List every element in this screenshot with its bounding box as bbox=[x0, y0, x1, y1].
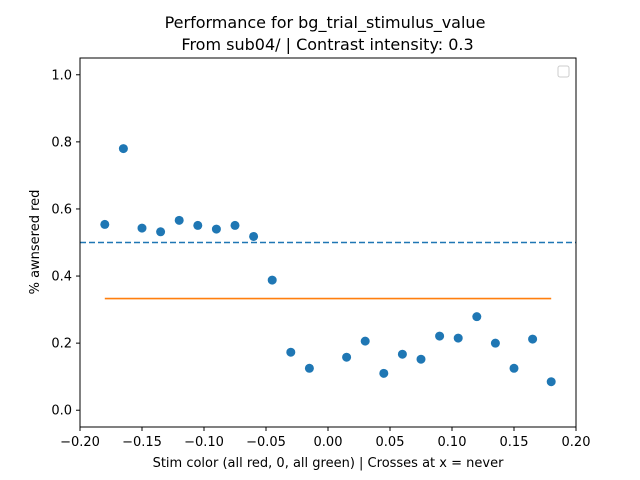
legend-box bbox=[557, 65, 570, 78]
data-point bbox=[453, 333, 463, 343]
x-tick-label: −0.05 bbox=[246, 435, 286, 450]
data-point bbox=[193, 220, 203, 230]
data-point bbox=[156, 227, 166, 237]
data-point bbox=[528, 334, 538, 344]
x-tick-label: 0.20 bbox=[562, 435, 591, 450]
y-tick-label: 1.0 bbox=[51, 68, 72, 83]
data-point bbox=[118, 144, 128, 154]
y-tick-label: 0.4 bbox=[51, 270, 72, 285]
data-point bbox=[416, 354, 426, 364]
x-tick-label: −0.10 bbox=[184, 435, 224, 450]
plot-frame bbox=[79, 57, 577, 428]
data-point bbox=[249, 231, 259, 241]
x-tick-label: −0.15 bbox=[122, 435, 162, 450]
data-point bbox=[509, 363, 519, 373]
chart-title-line2: From sub04/ | Contrast intensity: 0.3 bbox=[176, 35, 473, 54]
x-axis-label: Stim color (all red, 0, all green) | Cro… bbox=[153, 456, 505, 471]
data-point bbox=[435, 331, 445, 341]
x-tick-label: 0.10 bbox=[438, 435, 467, 450]
y-tick-label: 0.0 bbox=[51, 404, 72, 419]
x-axis-ticks: −0.20 −0.15 −0.10 −0.05 0.00 0.05 0.10 0.15 0.20 bbox=[60, 427, 590, 450]
y-axis-ticks: 0.0 0.2 0.4 0.6 0.8 1.0 bbox=[51, 68, 80, 419]
chart-title-line1: Performance for bg_trial_stimulus_value bbox=[165, 13, 486, 33]
data-point bbox=[267, 275, 277, 285]
y-axis-label: % awnsered red bbox=[28, 190, 43, 295]
data-point bbox=[342, 352, 352, 362]
x-tick-label: 0.15 bbox=[500, 435, 529, 450]
data-point bbox=[360, 336, 370, 346]
x-tick-label: 0.00 bbox=[314, 435, 343, 450]
data-point bbox=[546, 377, 556, 387]
data-point bbox=[379, 368, 389, 378]
y-tick-label: 0.6 bbox=[51, 202, 72, 217]
data-point bbox=[490, 338, 500, 348]
data-point bbox=[174, 215, 184, 225]
data-point bbox=[304, 363, 314, 373]
data-point bbox=[397, 349, 407, 359]
x-tick-label: −0.20 bbox=[60, 435, 100, 450]
data-point bbox=[100, 219, 110, 229]
data-point bbox=[137, 223, 147, 233]
y-tick-label: 0.2 bbox=[51, 337, 72, 352]
x-tick-label: 0.05 bbox=[376, 435, 405, 450]
data-point bbox=[472, 312, 482, 322]
data-point bbox=[211, 224, 221, 234]
plot-marks bbox=[80, 144, 576, 387]
data-point bbox=[286, 347, 296, 357]
y-tick-label: 0.8 bbox=[51, 135, 72, 150]
data-point bbox=[230, 220, 240, 230]
